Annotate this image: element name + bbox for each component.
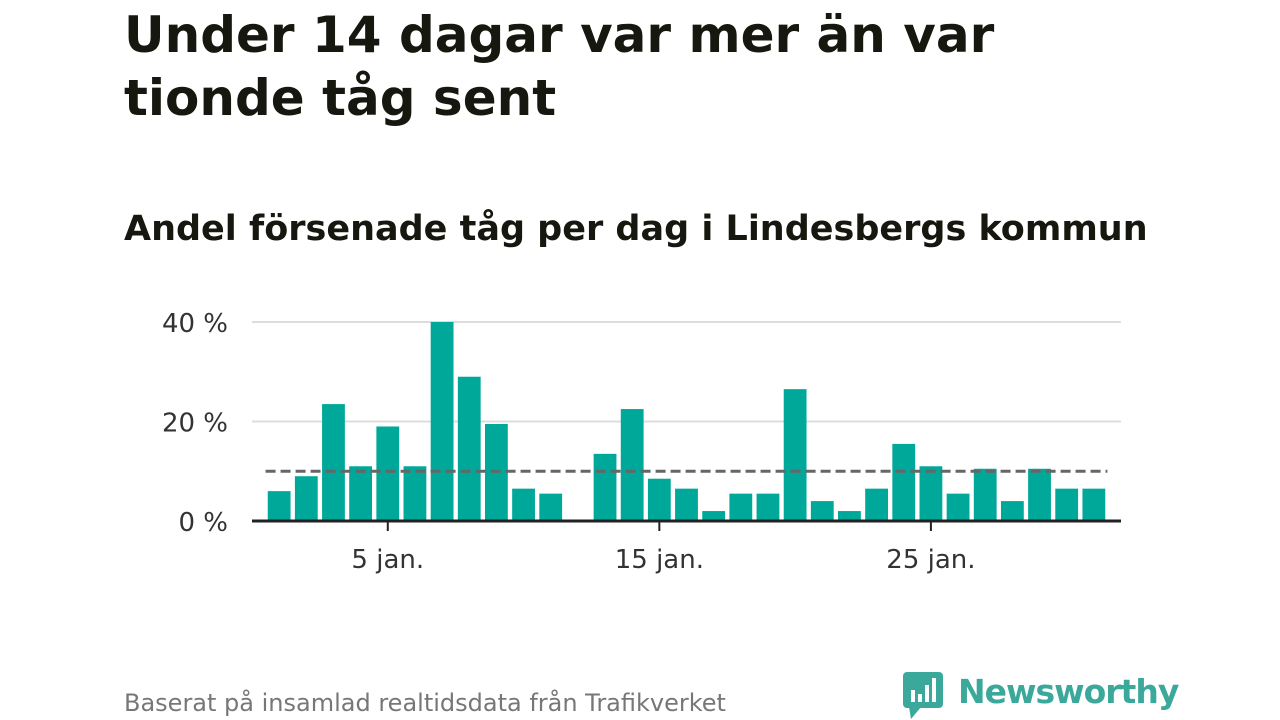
y-tick-label: 40 % bbox=[162, 309, 228, 339]
bar bbox=[457, 376, 481, 521]
bar bbox=[294, 476, 318, 521]
bar bbox=[675, 488, 698, 521]
bar bbox=[1000, 501, 1024, 521]
x-tick-label: 15 jan. bbox=[615, 545, 704, 575]
chart-title: Under 14 dagar var mer än var tionde tåg… bbox=[124, 6, 995, 127]
bar bbox=[783, 389, 807, 521]
bar bbox=[946, 493, 970, 521]
gridlines bbox=[252, 321, 1121, 423]
bar bbox=[729, 493, 753, 521]
x-tick-label: 5 jan. bbox=[351, 545, 424, 575]
y-tick-label: 20 % bbox=[162, 409, 228, 439]
bar bbox=[593, 453, 617, 521]
bar bbox=[865, 488, 888, 521]
bar bbox=[1082, 488, 1106, 521]
bar bbox=[1055, 488, 1079, 521]
bar bbox=[403, 466, 427, 521]
bar bbox=[620, 409, 644, 521]
bar bbox=[702, 511, 726, 521]
x-tick-label: 25 jan. bbox=[886, 545, 975, 575]
bar bbox=[539, 493, 563, 521]
bar bbox=[322, 404, 345, 521]
bar bbox=[838, 511, 861, 521]
bar bbox=[973, 468, 997, 521]
bar bbox=[810, 501, 834, 521]
bar bbox=[892, 443, 916, 521]
bar bbox=[349, 466, 373, 521]
bar bbox=[430, 322, 454, 521]
bar bbox=[1028, 468, 1051, 521]
bar bbox=[512, 488, 535, 521]
brand-name: Newsworthy bbox=[958, 672, 1179, 711]
bar bbox=[267, 491, 291, 521]
newsworthy-logo-icon bbox=[903, 672, 943, 719]
bar bbox=[376, 426, 400, 521]
source-note: Baserat på insamlad realtidsdata från Tr… bbox=[124, 689, 726, 717]
bar bbox=[756, 493, 780, 521]
chart-subtitle: Andel försenade tåg per dag i Lindesberg… bbox=[124, 209, 1148, 249]
bar-chart: 0 % 20 % 40 % 5 jan. 15 jan. 25 jan. bbox=[162, 309, 1121, 575]
axes: 0 % 20 % 40 % 5 jan. 15 jan. 25 jan. bbox=[162, 309, 1121, 575]
bar bbox=[919, 466, 943, 521]
bar bbox=[647, 478, 671, 521]
y-tick-label: 0 % bbox=[178, 508, 228, 538]
